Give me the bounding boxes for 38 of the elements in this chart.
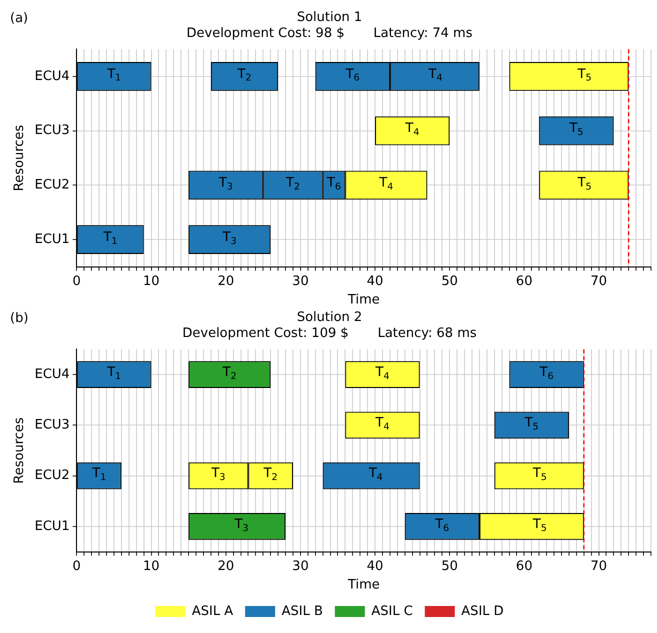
y-tick-label: ECU2 [34,468,70,484]
y-tick-label: ECU1 [34,518,70,534]
x-tick-label: 20 [218,558,234,574]
y-tick-label: ECU4 [34,68,70,84]
chart-title: Solution 1 [296,10,362,26]
x-tick-label: 70 [590,274,608,289]
y-axis-title: Resources [12,124,28,192]
y-tick-label: ECU1 [34,232,70,247]
x-tick-label: 70 [590,558,608,574]
text: (a) [10,10,28,26]
legend-label: ASIL C [371,604,413,619]
chart-subtitle: Development Cost: 109 $ Latency: 68 ms [182,326,477,341]
x-tick-label: 40 [366,274,384,289]
x-tick-label: 60 [516,558,532,574]
legend-label: ASIL B [282,604,323,619]
x-tick-label: 30 [292,274,309,289]
y-tick-label: ECU2 [34,178,70,193]
x-tick-label: 20 [218,274,234,289]
x-tick-label: 0 [72,558,81,574]
x-tick-label: 40 [366,558,384,574]
x-axis-title: Time [346,578,380,593]
y-axis-title: Resources [12,417,28,484]
x-tick-label: 50 [441,558,458,574]
x-tick-label: 30 [292,558,309,574]
y-tick-label: ECU3 [34,418,70,433]
y-tick-label: ECU4 [34,366,70,382]
legend-label: ASIL D [461,604,504,619]
text: (b) [10,310,28,326]
x-tick-label: 10 [142,558,160,574]
x-tick-label: 50 [441,274,458,289]
x-tick-label: 60 [516,274,532,289]
legend-label: ASIL A [192,604,234,619]
chart-subtitle: Development Cost: 98 $ Latency: 74 ms [186,26,473,41]
x-axis-title: Time [346,292,380,308]
x-tick-label: 10 [142,274,160,289]
x-tick-label: 0 [72,274,81,289]
chart-title: Solution 2 [296,310,362,326]
y-tick-label: ECU3 [34,123,70,138]
